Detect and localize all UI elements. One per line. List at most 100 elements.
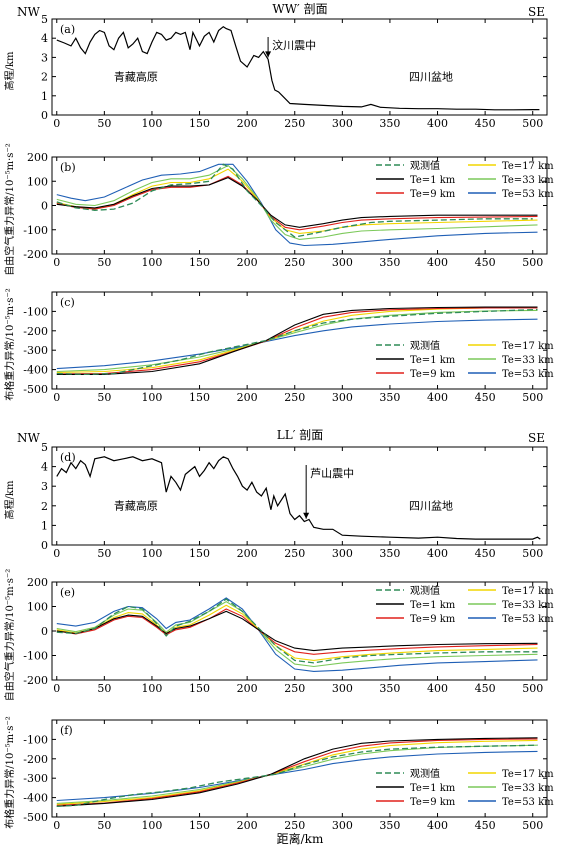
series-line-te1 — [56, 306, 538, 375]
x-tick-label: 50 — [97, 819, 111, 832]
epicenter-arrow-icon — [265, 51, 272, 58]
y-tick-label: 3 — [41, 51, 48, 64]
x-tick-label: 500 — [522, 256, 543, 269]
legend-label-te1: Te=1 km — [410, 175, 456, 186]
panel-label: (a) — [60, 23, 75, 36]
y-tick-label: 100 — [27, 175, 48, 188]
series-line-te53 — [56, 750, 538, 802]
x-tick-label: 100 — [141, 256, 162, 269]
y-tick-label: 2 — [41, 500, 48, 513]
legend-label-te33: Te=33 km — [502, 783, 554, 794]
legend-label-te17: Te=17 km — [502, 586, 554, 597]
legend-label-te1: Te=1 km — [410, 355, 456, 366]
y-tick-label: -100 — [23, 733, 48, 746]
x-tick-label: 200 — [237, 117, 258, 130]
y-tick-label: 0 — [41, 625, 48, 638]
x-tick-label: 0 — [53, 117, 60, 130]
legend-label-te9: Te=9 km — [410, 189, 456, 200]
x-tick-label: 250 — [284, 117, 305, 130]
x-tick-label: 0 — [53, 391, 60, 404]
legend-label-observed: 观测值 — [410, 339, 440, 352]
x-tick-label: 250 — [284, 391, 305, 404]
epicenter-label: 芦山震中 — [310, 467, 354, 480]
y-axis-label: 高程/km — [3, 51, 16, 90]
y-tick-label: 0 — [41, 109, 48, 122]
epicenter-label: 汶川震中 — [272, 38, 316, 52]
series-line-te33 — [56, 600, 538, 668]
plot-frame-c — [51, 291, 548, 390]
panel-c: 0 50 100 150 200 250 300 350 400 450 500 -500 -400 -3… — [3, 288, 554, 404]
plot-frame-a — [51, 18, 548, 116]
x-tick-label: 200 — [237, 819, 258, 832]
y-axis-label: 自由空气重力异常/10⁻⁵m·s⁻² — [3, 569, 16, 701]
legend-label-te1: Te=1 km — [410, 783, 456, 794]
y-axis-label: 布格重力异常/10⁻⁵m·s⁻² — [3, 716, 16, 828]
series-line-te1 — [56, 610, 538, 652]
y-tick-label: -200 — [23, 325, 48, 338]
series-line-te33 — [56, 164, 538, 240]
epicenter-arrow-icon — [303, 512, 310, 519]
x-tick-label: 450 — [475, 391, 496, 404]
plot-frame-d — [51, 446, 548, 546]
legend-label-te9: Te=9 km — [410, 369, 456, 380]
top-se-label: SE — [528, 5, 545, 19]
series-line-observed — [56, 744, 538, 807]
x-tick-label: 400 — [427, 256, 448, 269]
series-line-te53 — [56, 163, 538, 247]
panel-f: 0 50 100 150 200 250 300 350 400 450 500 -500 -400 -3… — [3, 716, 554, 832]
y-tick-label: -300 — [23, 772, 48, 785]
x-tick-label: 200 — [237, 391, 258, 404]
x-tick-label: 150 — [189, 391, 210, 404]
series-line-te1 — [56, 737, 538, 807]
y-tick-label: 200 — [27, 576, 48, 589]
x-tick-label: 450 — [475, 256, 496, 269]
y-tick-label: 200 — [27, 151, 48, 164]
y-tick-label: -100 — [23, 224, 48, 237]
series-line-observed — [56, 163, 533, 238]
legend-label-te33: Te=33 km — [502, 175, 554, 186]
y-tick-label: -500 — [23, 811, 48, 824]
legend-label-te17: Te=17 km — [502, 161, 554, 172]
legend-label-te53: Te=53 km — [502, 369, 554, 380]
x-tick-label: 50 — [97, 256, 111, 269]
x-tick-label: 200 — [237, 256, 258, 269]
legend-label-te33: Te=33 km — [502, 355, 554, 366]
x-tick-label: 150 — [189, 547, 210, 560]
x-tick-label: 350 — [379, 547, 400, 560]
x-tick-label: 100 — [141, 391, 162, 404]
x-tick-label: 200 — [237, 682, 258, 695]
legend-label-observed: 观测值 — [410, 159, 440, 172]
x-tick-label: 50 — [97, 547, 111, 560]
x-tick-label: 0 — [53, 256, 60, 269]
legend-label-te53: Te=53 km — [502, 189, 554, 200]
y-tick-label: -100 — [23, 305, 48, 318]
x-tick-label: 400 — [427, 682, 448, 695]
panel-label: (f) — [60, 724, 73, 737]
chart-panels: 0 50 100 150 200 250 300 350 400 450 500012345(a)高… — [3, 13, 554, 832]
x-tick-label: 400 — [427, 547, 448, 560]
series-line-observed — [56, 598, 538, 664]
series-line-te53 — [56, 597, 538, 672]
x-tick-label: 450 — [475, 819, 496, 832]
x-tick-label: 50 — [97, 117, 111, 130]
x-tick-label: 150 — [189, 819, 210, 832]
x-tick-label: 500 — [522, 819, 543, 832]
panel-b: 0 50 100 150 200 250 300 350 400 450 500 -200 -100 0 1… — [3, 143, 554, 275]
y-axis-label: 高程/km — [3, 480, 16, 519]
x-tick-label: 0 — [53, 819, 60, 832]
y-axis-label: 自由空气重力异常/10⁻⁵m·s⁻² — [3, 143, 16, 275]
x-tick-label: 100 — [141, 547, 162, 560]
y-tick-label: -100 — [23, 650, 48, 663]
series-line-te9 — [56, 608, 538, 655]
series-line-te17 — [56, 168, 538, 234]
series-line-te33 — [56, 309, 538, 373]
y-axis-label: 布格重力异常/10⁻⁵m·s⁻² — [3, 288, 16, 400]
bottom-se-label: SE — [528, 431, 545, 445]
panel-d: 0 50 100 150 200 250 300 350 400 450 500 0 1 2 3 4 5 (d) 高… — [3, 441, 548, 560]
x-tick-label: 100 — [141, 819, 162, 832]
series-line-te17 — [56, 739, 538, 805]
x-tick-label: 250 — [284, 547, 305, 560]
x-tick-label: 450 — [475, 682, 496, 695]
x-tick-label: 350 — [379, 391, 400, 404]
y-tick-label: 0 — [41, 539, 48, 552]
